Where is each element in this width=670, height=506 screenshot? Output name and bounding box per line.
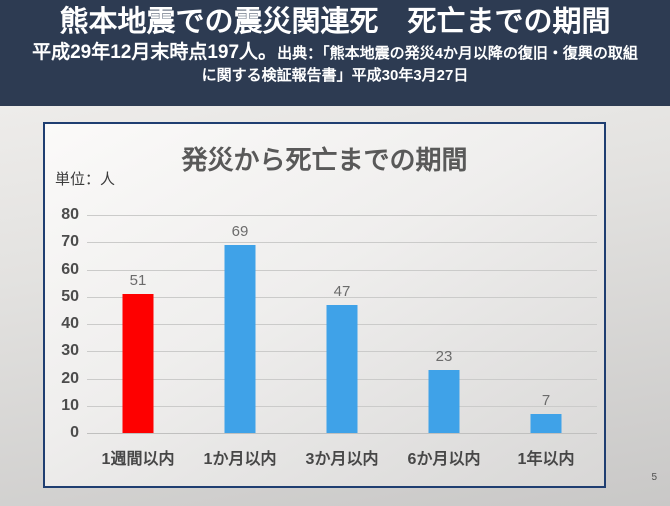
- x-axis-label: 1週間以内: [101, 451, 175, 468]
- bar-value-label: 51: [129, 272, 147, 290]
- x-axis-labels: 1週間以内 1か月以内 3か月以内 6か月以内 1年以内: [87, 445, 597, 469]
- gridline: [87, 433, 597, 434]
- bar-value-label: 69: [231, 222, 249, 240]
- y-axis-tick-label: 40: [61, 315, 79, 332]
- bar-value-label: 7: [541, 391, 551, 409]
- bar: [326, 304, 358, 433]
- gridline: [87, 242, 597, 244]
- bar-slot: 47: [291, 215, 393, 433]
- page-number: 5: [651, 472, 657, 483]
- y-axis-tick-label: 80: [61, 206, 79, 223]
- bar-value-label: 23: [435, 348, 453, 366]
- x-axis-label: 3か月以内: [305, 451, 379, 468]
- bar-slot: 23: [393, 215, 495, 433]
- gridline: [87, 269, 597, 271]
- x-axis-label: 1年以内: [517, 451, 575, 468]
- subtitle-source-part2: に関する検証報告書」平成30年3月27日: [201, 67, 469, 84]
- y-axis-tick-label: 60: [61, 260, 79, 278]
- bar-slots: 51 69 47 23 7: [87, 215, 597, 433]
- y-axis-tick-label: 30: [61, 342, 79, 360]
- y-axis-tick-label: 70: [61, 233, 79, 251]
- bar-slot: 51: [87, 215, 189, 433]
- bar: [224, 244, 256, 433]
- slide-header: 熊本地震での震災関連死 死亡までの期間 平成29年12月末時点197人。出典：「…: [0, 0, 670, 106]
- gridline: [87, 296, 597, 298]
- subtitle-count: 平成29年12月末時点197人。: [32, 42, 278, 63]
- x-axis-label: 6か月以内: [407, 451, 481, 468]
- bar-slot: 69: [189, 215, 291, 433]
- bar: [428, 370, 460, 433]
- bar: [530, 413, 562, 433]
- slide-title: 熊本地震での震災関連死 死亡までの期間: [59, 6, 611, 38]
- plot-area: 0 10 20 30 40 50 60 70 80 51 69 47 23 7: [61, 206, 597, 441]
- gridline: [87, 215, 597, 216]
- bar: [122, 294, 154, 433]
- y-axis-tick-label: 20: [61, 369, 79, 387]
- subtitle-line1: 平成29年12月末時点197人。出典：「熊本地震の発災4か月以降の復旧・復興の取…: [0, 41, 670, 66]
- chart-panel: 発災から死亡までの期間 単位：人 0 10 20 30 40 50 60 70 80 51 69 47…: [43, 122, 606, 488]
- bar-value-label: 47: [333, 282, 351, 300]
- chart-title: 発災から死亡までの期間: [181, 145, 468, 175]
- x-axis-label: 1か月以内: [203, 451, 277, 468]
- y-axis-tick-label: 0: [70, 424, 79, 441]
- y-axis-tick-label: 50: [61, 287, 79, 305]
- unit-label: 単位：人: [55, 171, 116, 188]
- subtitle-source-part1: 出典：「熊本地震の発災4か月以降の復旧・復興の取組: [277, 45, 638, 62]
- bar-slot: 7: [495, 215, 597, 433]
- y-axis-tick-label: 10: [61, 396, 79, 414]
